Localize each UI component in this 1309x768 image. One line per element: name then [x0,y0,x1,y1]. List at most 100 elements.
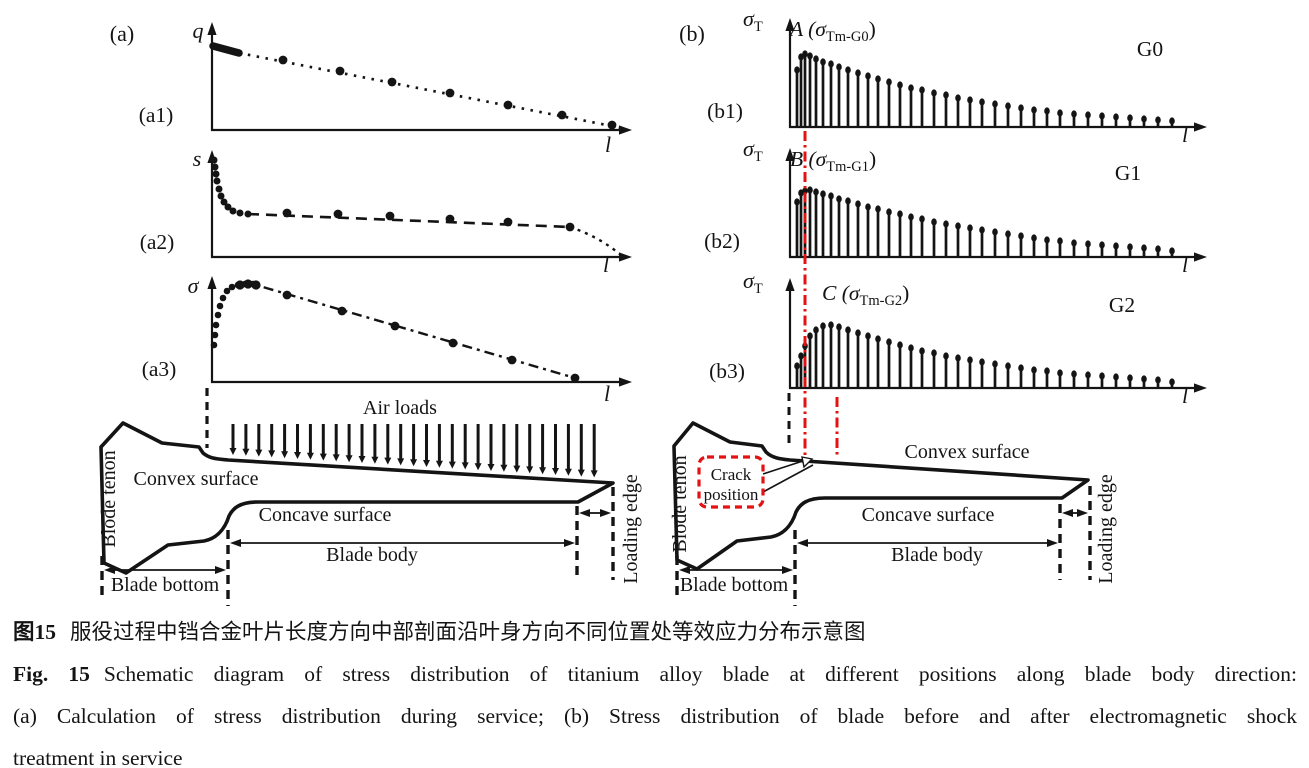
air-load-arrowhead [474,463,482,471]
blade-outline [99,421,615,575]
blade-body-label: Blade body [891,544,983,566]
stem-head [919,347,925,355]
data-dot [211,163,219,171]
group-label: G2 [1109,293,1135,317]
crack-position-box [697,455,765,509]
stem-head [1005,102,1011,110]
y-axis-label: σT [743,136,763,165]
stem-head [820,190,826,198]
dashed-line [247,212,571,229]
subplot-tag: (a3) [142,357,177,381]
arrowhead [600,509,611,517]
blade-tenon-label: Blode tenon [98,450,120,547]
caption-en-last-line: treatment in service [13,746,183,768]
data-dot [282,208,292,218]
curve-start [209,42,243,57]
stem-head [979,226,985,234]
stem-head [931,349,937,357]
axis-arrowhead [207,22,217,35]
stem-head [992,228,998,236]
stem-head [1071,370,1077,378]
data-dot [212,170,220,178]
plot-a1: (a1) q l [139,18,632,157]
stem-head [1169,378,1175,386]
plot-a2: (a2) s l [140,146,632,277]
data-dot [216,302,224,310]
air-load-arrowhead [268,450,276,458]
concave-surface-label: Concave surface [862,504,995,526]
data-dot [503,217,513,227]
y-axis-label: σT [743,268,763,297]
stem-head [836,195,842,203]
air-load-arrowhead [577,469,585,477]
stem-head [955,354,961,362]
data-dot [390,321,400,331]
axis-arrowhead [785,18,795,31]
air-load-arrowhead [242,448,250,456]
x-axis-label: l [1182,122,1188,147]
data-dot [445,214,455,224]
air-load-arrowhead [358,455,366,463]
x-axis-label: l [1182,252,1188,277]
blade-bottom-label: Blade bottom [111,574,220,596]
air-load-arrowhead [487,463,495,471]
stem-head [955,222,961,230]
axis-arrowhead [207,276,217,289]
stem-head [1044,107,1050,115]
data-dot [385,211,395,221]
data-dot [213,177,221,185]
air-load-arrowhead [564,468,572,476]
convex-surface-label: Convex surface [905,441,1030,463]
air-load-arrowhead [306,452,314,460]
stem-head [865,72,871,80]
stem-head [794,362,800,370]
air-loads-label: Air loads [363,397,437,419]
stem-head [875,205,881,213]
axis-arrowhead [785,148,795,161]
stem-head [1057,109,1063,117]
data-dot [557,110,567,120]
stem-head [1057,369,1063,377]
data-dot [217,192,225,200]
x-axis-label: l [604,381,610,406]
caption-zh-label: 图15 [13,620,57,644]
arrowhead [104,566,115,574]
stem-head [836,323,842,331]
loading-edge-label: Loading edge [1095,474,1117,584]
subplot-tag: (a2) [140,230,175,254]
data-dot [282,290,292,300]
stem-head [992,100,998,108]
data-dot [223,287,231,295]
caption-zh: 图15 服役过程中铛合金叶片长度方向中部剖面沿叶身方向不同位置处等效应力分布示意图 [13,619,1297,646]
data-dot [235,280,245,290]
arrowhead [579,509,590,517]
stem-head [813,55,819,63]
stem-head [855,329,861,337]
data-dot [214,311,222,319]
stem-head [1071,110,1077,118]
stress-point-label: A (σTm-G0) [788,17,876,45]
data-dot [215,185,223,193]
group-label: G1 [1115,161,1141,185]
plot-a3: (a3) σ l [142,273,632,406]
y-axis-label: q [193,18,204,43]
stem-head [967,96,973,104]
air-load-arrowhead [229,448,237,455]
air-load-arrowhead [526,466,534,474]
crack-label-line2: position [704,485,759,504]
stem-head [1085,240,1091,248]
stem-head [1113,242,1119,250]
stem-head [1085,371,1091,379]
data-dot [251,280,261,290]
axis-arrowhead [619,377,632,387]
stem-head [794,66,800,74]
stem-head [802,50,808,58]
axis-arrowhead [619,125,632,135]
stem-head [1127,114,1133,122]
air-load-arrowhead [552,467,559,475]
stem-head [897,81,903,89]
stem-head [1018,232,1024,240]
stem-head [931,218,937,226]
